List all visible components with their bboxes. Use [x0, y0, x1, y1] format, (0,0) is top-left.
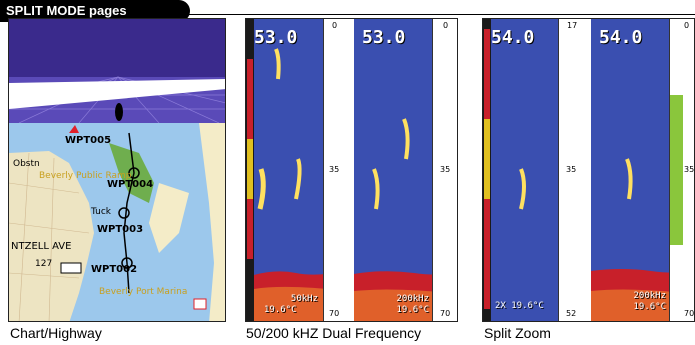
temperature-label: 19.6°C [396, 305, 429, 315]
chart-highway-panel[interactable]: WPT005 WPT004 WPT003 WPT002 Obstn Beverl… [8, 18, 226, 322]
tuck-label: Tuck [91, 207, 111, 217]
scale-tick: 70 [329, 309, 340, 318]
route-label: 127 [35, 259, 53, 269]
depth-readout: 53.0 [362, 27, 406, 48]
scale-tick: 0 [443, 21, 449, 30]
scale-tick: 0 [684, 21, 690, 30]
caption-split-zoom: Split Zoom [484, 325, 551, 341]
header-rule [180, 14, 695, 15]
frequency-label: 200kHz [633, 291, 666, 301]
scale-tick: 70 [684, 309, 695, 318]
split-zoom-panel[interactable]: 54.0 2X 19.6°C 17 35 52 54.0 200kHz 19.6… [482, 18, 695, 322]
waypoint-label: WPT003 [97, 224, 144, 235]
depth-readout: 53.0 [254, 27, 298, 48]
sonar-50khz[interactable]: 53.0 50kHz 19.6°C 0 35 70 [246, 19, 346, 321]
obstruction-label: Obstn [13, 159, 40, 169]
temperature-label: 19.6°C [264, 305, 297, 315]
scale-tick: 17 [567, 21, 578, 30]
waypoint-label: WPT002 [91, 264, 138, 275]
scale-tick: 35 [440, 165, 451, 174]
chart-map[interactable] [9, 123, 226, 322]
page-title: SPLIT MODE pages [0, 0, 190, 22]
waypoint-label: WPT004 [107, 179, 154, 190]
depth-scale: 0 35 70 [432, 19, 457, 321]
highway-view [9, 19, 225, 123]
sonar-returns [354, 118, 457, 321]
sonar-returns [483, 19, 526, 321]
dual-frequency-panel[interactable]: 53.0 50kHz 19.6°C 0 35 70 53.0 200kHz 19… [245, 18, 458, 322]
scale-tick: 52 [566, 309, 577, 318]
waypoint-label: WPT005 [65, 135, 112, 146]
sonar-returns [591, 158, 694, 321]
scale-tick: 0 [332, 21, 338, 30]
scale-tick: 35 [684, 165, 695, 174]
zoom-range-bar[interactable] [670, 95, 683, 245]
depth-scale: 17 35 52 [558, 19, 583, 321]
sonar-200khz[interactable]: 53.0 200kHz 19.6°C 0 35 70 [354, 19, 457, 321]
sonar-zoom[interactable]: 54.0 2X 19.6°C 17 35 52 [483, 19, 583, 321]
scale-tick: 35 [329, 165, 340, 174]
depth-scale: 0 35 70 [669, 19, 695, 321]
depth-scale: 0 35 70 [323, 19, 346, 321]
frequency-label: 200kHz [396, 294, 429, 304]
depth-readout: 54.0 [491, 27, 535, 48]
frequency-label: 50kHz [290, 294, 318, 304]
caption-chart-highway: Chart/Highway [10, 325, 102, 341]
scale-tick: 70 [440, 309, 451, 318]
street-label: NTZELL AVE [11, 241, 72, 252]
temperature-label: 19.6°C [633, 302, 666, 312]
ramp-label: Beverly Public Ramp [39, 171, 132, 181]
zoom-info-label: 2X 19.6°C [495, 301, 544, 311]
depth-readout: 54.0 [599, 27, 643, 48]
caption-dual-frequency: 50/200 kHZ Dual Frequency [246, 325, 422, 341]
marina-label: Beverly Port Marina [99, 287, 188, 297]
sonar-full[interactable]: 54.0 200kHz 19.6°C 0 35 70 [591, 19, 695, 321]
scale-tick: 35 [566, 165, 577, 174]
